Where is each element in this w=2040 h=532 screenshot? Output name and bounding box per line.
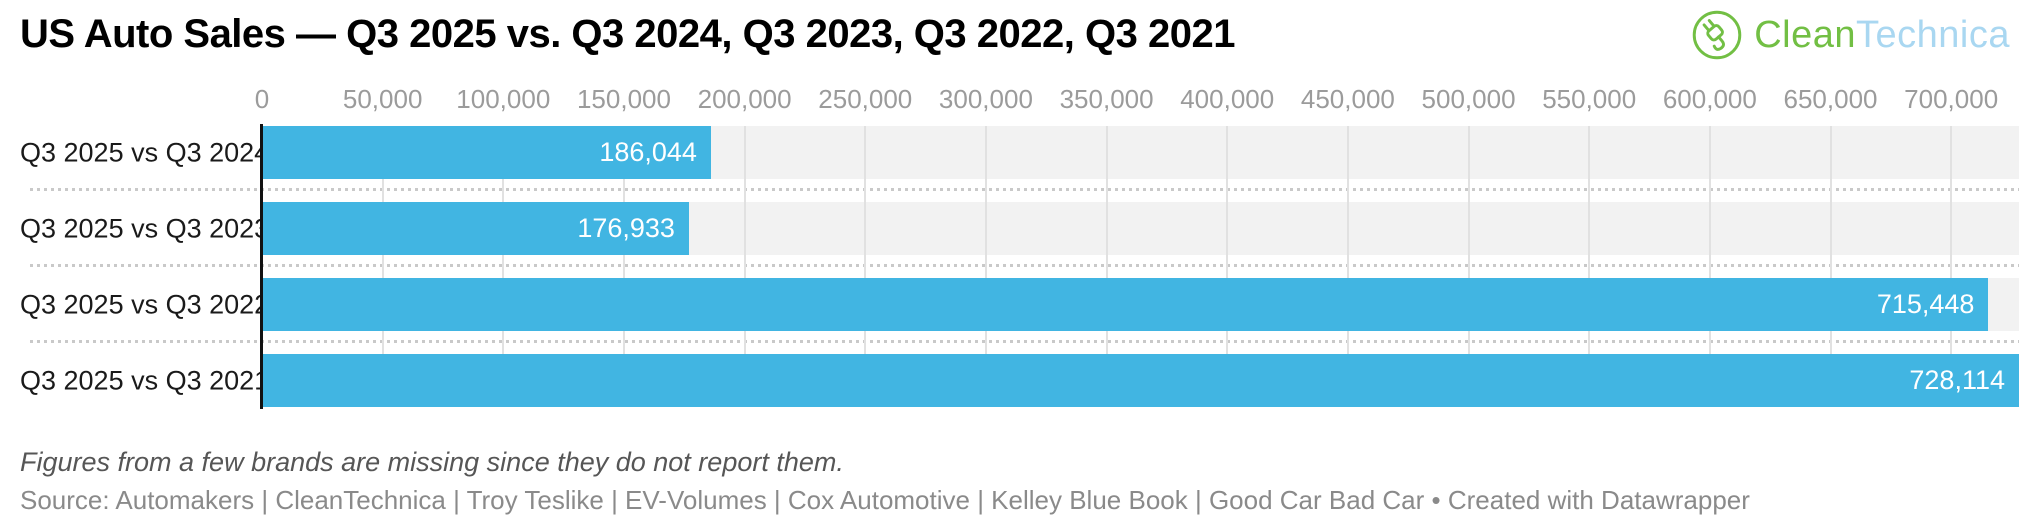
x-axis-labels: 0 50,000 100,000 150,000 200,000 250,000 300,0…	[255, 84, 2019, 116]
bar-row-q3-2022: Q3 2025 vs Q3 2022 715,448	[0, 278, 2019, 331]
row-separator	[30, 264, 2019, 267]
cleantechnica-logo[interactable]: CleanTechnica	[1690, 8, 2010, 62]
cleantechnica-plug-icon	[1692, 10, 1742, 60]
bar-q3-2023[interactable]: 176,933	[262, 202, 689, 255]
bar-q3-2024[interactable]: 186,044	[262, 126, 711, 179]
bar-track: 186,044	[262, 126, 2019, 179]
row-label: Q3 2025 vs Q3 2022	[20, 289, 270, 319]
bar-row-q3-2024: Q3 2025 vs Q3 2024 186,044	[0, 126, 2019, 179]
row-label: Q3 2025 vs Q3 2023	[20, 213, 270, 243]
row-separator	[30, 340, 2019, 343]
x-tick-label: 50,000	[342, 84, 423, 114]
bullet-separator: •	[1431, 485, 1441, 515]
source-text: Source: Automakers | CleanTechnica | Tro…	[20, 485, 1425, 515]
plot-area: Q3 2025 vs Q3 2024 186,044 Q3 2025 vs Q3…	[0, 126, 2019, 407]
row-label: Q3 2025 vs Q3 2024	[20, 137, 270, 167]
bar-row-q3-2023: Q3 2025 vs Q3 2023 176,933	[0, 202, 2019, 255]
datawrapper-byline[interactable]: Created with Datawrapper	[1447, 485, 1750, 515]
x-tick-label: 150,000	[576, 84, 671, 114]
row-separator	[30, 188, 2019, 191]
bar-track: 715,448	[262, 278, 2019, 331]
x-tick-label: 250,000	[818, 84, 913, 114]
chart-title: US Auto Sales — Q3 2025 vs. Q3 2024, Q3 …	[20, 12, 1235, 56]
bar-track: 728,114	[262, 354, 2019, 407]
x-tick-label: 500,000	[1421, 84, 1516, 114]
x-tick-label: 400,000	[1180, 84, 1275, 114]
x-tick-label: 100,000	[456, 84, 551, 114]
source-line: Source: Automakers | CleanTechnica | Tro…	[20, 485, 1750, 516]
row-label: Q3 2025 vs Q3 2021	[20, 365, 270, 395]
bar-row-q3-2021: Q3 2025 vs Q3 2021 728,114	[0, 354, 2019, 407]
x-tick-label: 450,000	[1300, 84, 1395, 114]
x-tick-label: 0	[254, 84, 270, 114]
bar-q3-2022[interactable]: 715,448	[262, 278, 1989, 331]
bar-q3-2021[interactable]: 728,114	[262, 354, 2019, 407]
cleantechnica-logo-text: CleanTechnica	[1754, 13, 2010, 56]
x-tick-label: 550,000	[1542, 84, 1637, 114]
x-tick-label: 650,000	[1783, 84, 1878, 114]
bar-value-label: 728,114	[1909, 365, 2005, 395]
bar-value-label: 715,448	[1876, 289, 1975, 319]
bar-value-label: 176,933	[577, 213, 675, 243]
y-axis-line	[260, 124, 263, 409]
x-tick-label: 300,000	[938, 84, 1033, 114]
bar-track: 176,933	[262, 202, 2019, 255]
x-tick-label: 350,000	[1059, 84, 1154, 114]
x-tick-label: 200,000	[697, 84, 792, 114]
chart-footnote: Figures from a few brands are missing si…	[20, 447, 844, 477]
x-tick-label: 600,000	[1662, 84, 1757, 114]
bar-value-label: 186,044	[599, 137, 697, 167]
x-tick-label: 700,000	[1904, 84, 1999, 114]
